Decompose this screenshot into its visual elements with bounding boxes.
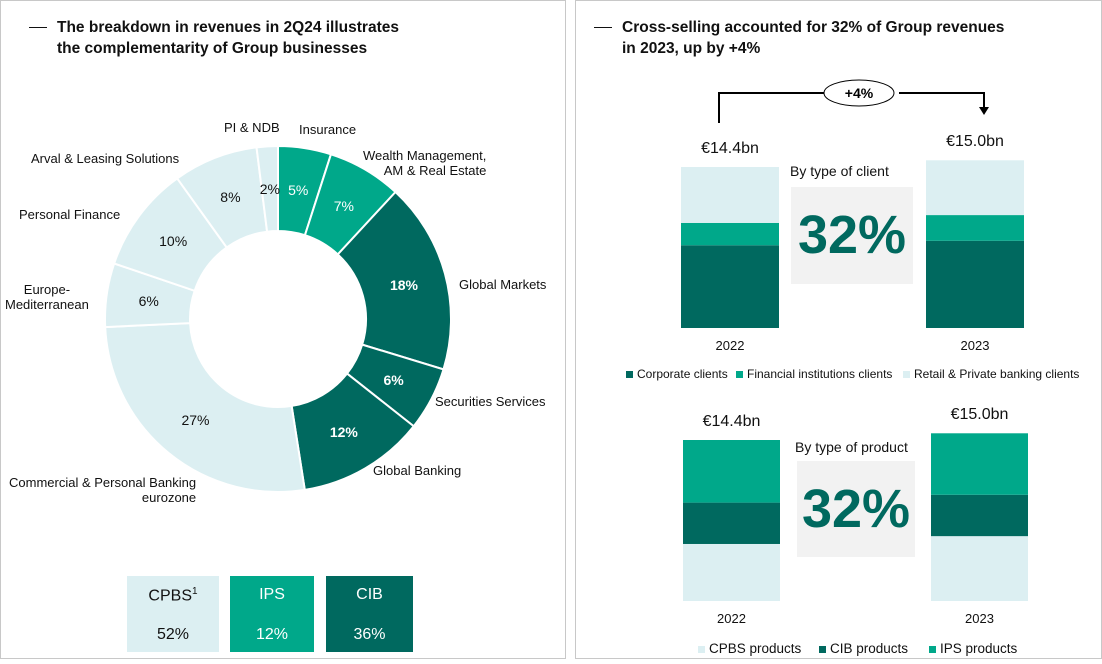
product-share: 32% bbox=[797, 461, 915, 557]
legend-item: Corporate clients bbox=[626, 367, 728, 381]
footnote: 1 bbox=[192, 586, 198, 597]
client-caption: By type of client bbox=[790, 163, 889, 179]
slice-label: Global Banking bbox=[373, 463, 462, 478]
bar-segment bbox=[931, 536, 1028, 601]
legend-swatch bbox=[626, 371, 633, 378]
legend-item: CPBS products bbox=[698, 641, 801, 656]
bar-segment bbox=[926, 240, 1024, 328]
legend-item: Financial institutions clients bbox=[736, 367, 892, 381]
legend-item: Retail & Private banking clients bbox=[903, 367, 1079, 381]
label-line: Mediterranean bbox=[5, 297, 89, 312]
arrow-head-icon bbox=[979, 107, 989, 115]
box-cib: CIB 36% bbox=[326, 576, 413, 652]
client-share: 32% bbox=[791, 187, 913, 284]
slice-value: 6% bbox=[383, 371, 404, 388]
cross-selling-panel: Cross-selling accounted for 32% of Group… bbox=[575, 0, 1102, 659]
box-cpbs: CPBS1 52% bbox=[127, 576, 219, 652]
title-line: the complementarity of Group businesses bbox=[57, 40, 368, 57]
legend-swatch bbox=[819, 646, 826, 653]
donut-slice bbox=[255, 144, 279, 233]
legend-label: CIB products bbox=[830, 641, 909, 656]
slice-value: 10% bbox=[159, 233, 188, 250]
label-line: Wealth Management, bbox=[363, 148, 487, 163]
bar-segment bbox=[681, 245, 779, 328]
bar-segment bbox=[683, 543, 780, 601]
slice-value: 8% bbox=[220, 189, 241, 206]
bar-segment bbox=[681, 167, 779, 223]
title-line: The breakdown in revenues in 2Q24 illust… bbox=[57, 19, 399, 36]
revenue-breakdown-panel: The breakdown in revenues in 2Q24 illust… bbox=[0, 0, 566, 659]
growth-arrow bbox=[718, 92, 985, 123]
slice-label: Insurance bbox=[299, 122, 357, 137]
title-line: Cross-selling accounted for 32% of Group… bbox=[622, 19, 1005, 36]
slice-value: 2% bbox=[259, 180, 280, 197]
x-tick-label: 2023 bbox=[965, 611, 994, 626]
slice-value: 7% bbox=[333, 198, 354, 215]
label-line: Commercial & Personal Banking bbox=[9, 475, 197, 490]
slice-value: 6% bbox=[138, 292, 159, 309]
slice-value: 27% bbox=[181, 412, 210, 429]
box-value: 36% bbox=[353, 626, 386, 643]
slice-value: 5% bbox=[288, 182, 309, 199]
slice-label: Personal Finance bbox=[19, 207, 121, 222]
slice-label: Securities Services bbox=[435, 394, 546, 409]
legend-swatch bbox=[929, 646, 936, 653]
legend-label: IPS products bbox=[940, 641, 1018, 656]
right-title: Cross-selling accounted for 32% of Group… bbox=[593, 17, 1005, 59]
box-label: CPBS bbox=[148, 587, 192, 605]
label-line: eurozone bbox=[141, 490, 197, 505]
slice-label: PI & NDB bbox=[224, 120, 280, 135]
box-label: IPS bbox=[259, 586, 285, 603]
donut-slice bbox=[104, 322, 306, 493]
bar-segment bbox=[683, 440, 780, 503]
x-tick-label: 2022 bbox=[715, 338, 745, 353]
slice-label: Arval & Leasing Solutions bbox=[31, 151, 180, 166]
slice-value: 18% bbox=[389, 276, 418, 293]
bar-segment bbox=[926, 215, 1024, 241]
bar-segment bbox=[683, 502, 780, 544]
bar-segment bbox=[681, 222, 779, 246]
box-value: 12% bbox=[255, 626, 289, 643]
slice-value: 12% bbox=[329, 423, 358, 440]
donut-chart bbox=[104, 144, 452, 493]
bar-total: €15.0bn bbox=[950, 406, 1009, 424]
box-label: CIB bbox=[356, 586, 383, 603]
title-line: in 2023, up by +4% bbox=[622, 40, 761, 57]
legend-item: CIB products bbox=[819, 641, 908, 656]
legend-swatch bbox=[736, 371, 743, 378]
left-title: The breakdown in revenues in 2Q24 illust… bbox=[29, 17, 399, 59]
bar-segment bbox=[931, 433, 1028, 495]
legend-swatch bbox=[698, 646, 705, 653]
box-ips: IPS 12% bbox=[230, 576, 314, 652]
legend-label: Corporate clients bbox=[637, 367, 728, 381]
x-tick-label: 2023 bbox=[960, 338, 990, 353]
legend-swatch bbox=[903, 371, 910, 378]
slice-label: Europe- Mediterranean bbox=[5, 282, 89, 312]
x-tick-label: 2022 bbox=[717, 611, 746, 626]
slice-label: Commercial & Personal Banking eurozone bbox=[9, 475, 196, 505]
bar-total: €14.4bn bbox=[702, 413, 761, 430]
growth-label: +4% bbox=[845, 85, 874, 101]
legend-label: Retail & Private banking clients bbox=[914, 367, 1080, 381]
slice-label: Global Markets bbox=[459, 277, 547, 292]
bar-charts: +4% bbox=[681, 79, 1028, 601]
legend-item: IPS products bbox=[929, 641, 1017, 656]
bar-total: €14.4bn bbox=[701, 140, 759, 157]
bar-segment bbox=[931, 494, 1028, 537]
product-caption: By type of product bbox=[795, 439, 908, 455]
slice-label: Wealth Management, AM & Real Estate bbox=[363, 148, 486, 178]
box-value: 52% bbox=[156, 626, 190, 643]
legend-label: CPBS products bbox=[709, 641, 802, 656]
growth-bubble bbox=[823, 79, 895, 107]
bar-segment bbox=[926, 160, 1024, 216]
legend-label: Financial institutions clients bbox=[747, 367, 893, 381]
label-line: AM & Real Estate bbox=[383, 163, 487, 178]
label-line: Europe- bbox=[23, 282, 71, 297]
bar-total: €15.0bn bbox=[946, 133, 1004, 151]
donut-slice bbox=[336, 190, 452, 371]
